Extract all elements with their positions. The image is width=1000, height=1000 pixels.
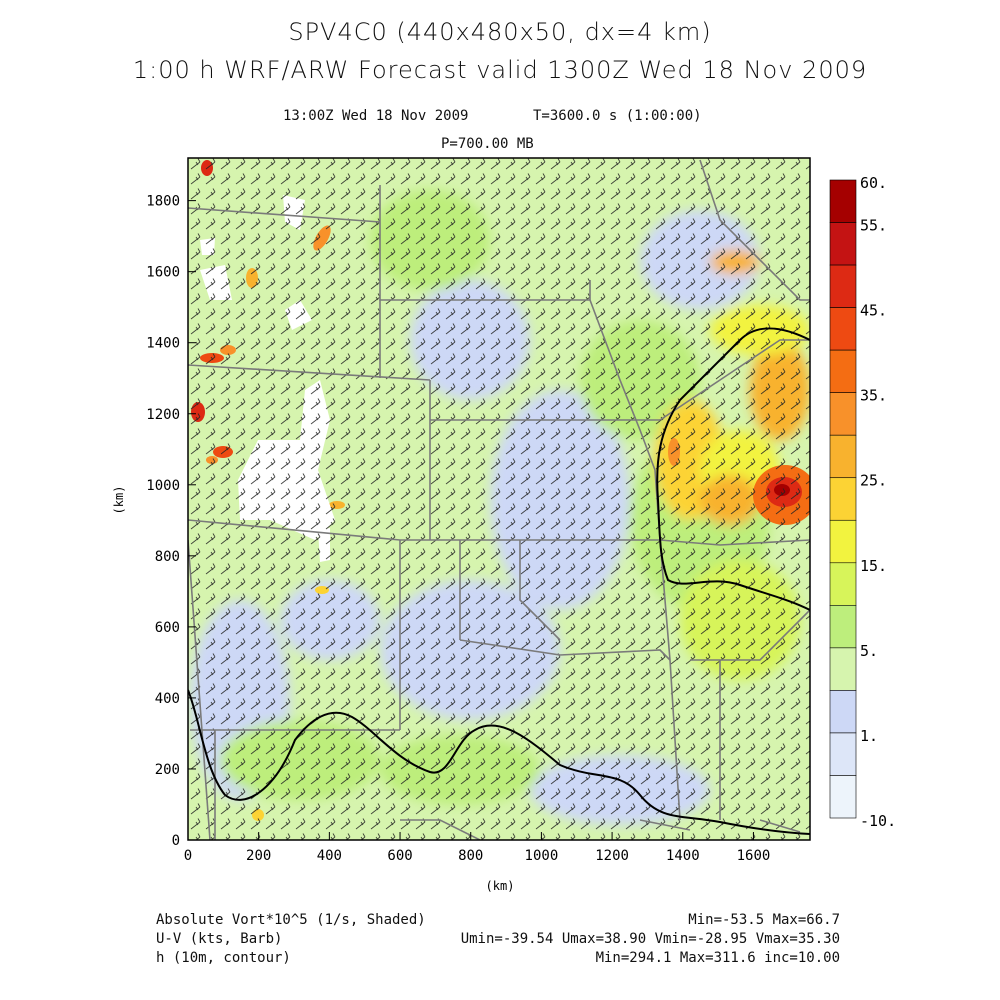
colorbar-swatch	[829, 349, 857, 393]
colorbar-swatch	[829, 222, 857, 266]
colorbar-swatch	[829, 605, 857, 649]
height-stats: Min=294.1 Max=311.6 inc=10.00	[595, 950, 840, 966]
x-tick-label: 200	[246, 848, 271, 864]
colorbar-swatch	[829, 434, 857, 479]
colorbar-label: 60.	[860, 174, 887, 192]
height-contours	[188, 327, 810, 835]
state-boundaries	[188, 159, 810, 840]
colorbar-swatch	[829, 562, 857, 606]
y-tick-label: 1800	[146, 194, 180, 210]
wind-barbs	[188, 158, 810, 840]
colorbar-label: 1.	[860, 727, 878, 745]
y-tick-label: 400	[155, 691, 180, 707]
legend-height-label: h (10m, contour)	[156, 950, 291, 966]
colorbar-swatch	[829, 179, 857, 223]
x-tick-label: 0	[184, 848, 192, 864]
colorbar-label: 55.	[860, 217, 887, 235]
colorbar-swatch	[829, 477, 857, 521]
y-tick-label: 0	[172, 833, 180, 849]
colorbar-label: 5.	[860, 642, 878, 660]
y-tick-label: 1000	[146, 478, 180, 494]
y-tick-label: 1200	[146, 407, 180, 423]
x-tick-label: 1600	[737, 848, 771, 864]
colorbar-swatch	[829, 264, 857, 308]
colorbar-swatch	[829, 690, 857, 734]
x-axis-label: (km)	[486, 879, 515, 893]
y-tick-label: 1600	[146, 265, 180, 281]
colorbar-label: 25.	[860, 472, 887, 490]
plot-frame	[187, 157, 811, 841]
y-axis-label: (km)	[112, 486, 126, 515]
colorbar-label: 45.	[860, 302, 887, 320]
x-axis: 0 200 400 600 800 1000 1200 1400 1600	[184, 832, 771, 864]
pressure-level-label: P=700.00 MB	[441, 136, 534, 152]
y-tick-label: 1400	[146, 336, 180, 352]
map-title-line1: SPV4C0 (440x480x50, dx=4 km)	[288, 18, 712, 46]
x-tick-label: 800	[458, 848, 483, 864]
x-tick-label: 1200	[595, 848, 629, 864]
colorbar-swatch	[829, 307, 857, 351]
colorbar-swatch	[829, 732, 857, 776]
map-title-line2: 1:00 h WRF/ARW Forecast valid 1300Z Wed …	[132, 56, 868, 84]
colorbar-label: 15.	[860, 557, 887, 575]
y-tick-label: 800	[155, 549, 180, 565]
colorbar-label: 35.	[860, 387, 887, 405]
vorticity-colorbar: 60. 55. 45. 35. 25. 15. 5. 1. -10.	[829, 174, 896, 830]
x-tick-label: 600	[387, 848, 412, 864]
colorbar-swatch	[829, 392, 857, 436]
valid-time-label: 13:00Z Wed 18 Nov 2009	[283, 108, 469, 124]
x-tick-label: 1400	[666, 848, 700, 864]
vorticity-stats: Min=-53.5 Max=66.7	[688, 912, 840, 928]
colorbar-swatch	[829, 647, 857, 691]
y-tick-label: 200	[155, 762, 180, 778]
model-time-label: T=3600.0 s (1:00:00)	[533, 108, 702, 124]
x-tick-label: 400	[317, 848, 342, 864]
y-tick-label: 600	[155, 620, 180, 636]
legend-vorticity-label: Absolute Vort*10^5 (1/s, Shaded)	[156, 912, 426, 928]
colorbar-swatch	[829, 775, 857, 819]
y-axis: 0 200 400 600 800 1000 1200 1400 1600 1800	[146, 194, 196, 849]
colorbar-swatch	[829, 519, 857, 564]
colorbar-label: -10.	[860, 812, 896, 830]
legend-wind-label: U-V (kts, Barb)	[156, 931, 283, 947]
wind-stats: Umin=-39.54 Umax=38.90 Vmin=-28.95 Vmax=…	[460, 931, 840, 947]
x-tick-label: 1000	[525, 848, 559, 864]
